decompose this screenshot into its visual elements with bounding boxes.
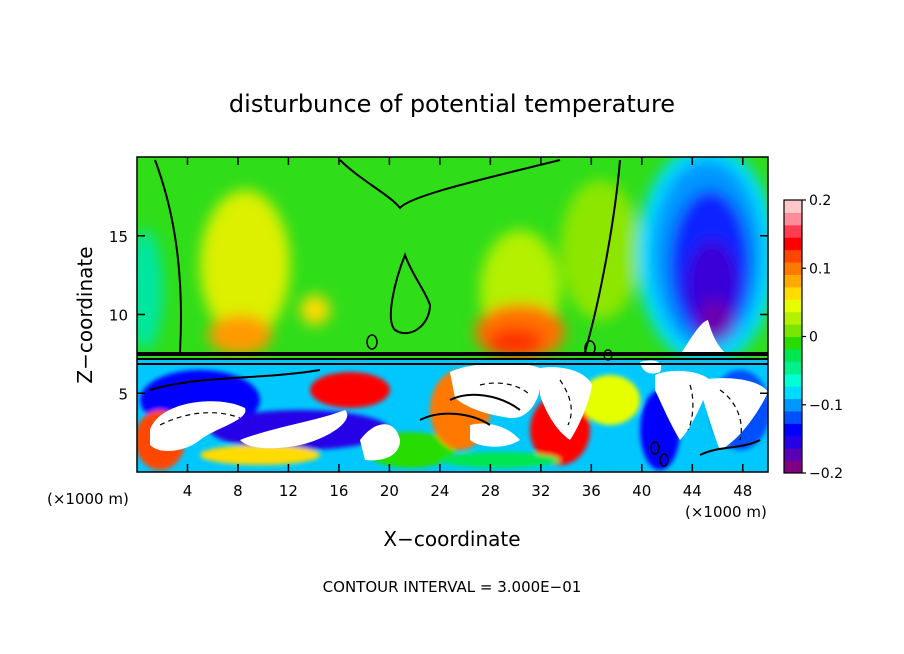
colorbar-swatch xyxy=(784,448,802,462)
colorbar-swatch xyxy=(784,262,802,275)
x-axis-unit-left: (×1000 m) xyxy=(47,490,129,508)
colorbar-tick-label: 0.2 xyxy=(809,193,831,209)
colorbar-swatch xyxy=(784,398,802,412)
colorbar-swatch xyxy=(784,224,802,238)
x-tick-label: 24 xyxy=(430,482,449,500)
x-tick-label: 16 xyxy=(329,482,348,500)
colorbar-swatch xyxy=(784,373,802,387)
x-tick-label: 32 xyxy=(531,482,550,500)
colorbar-swatch xyxy=(784,200,802,213)
colorbar-swatch xyxy=(784,435,802,449)
colorbar-swatch xyxy=(784,286,802,300)
colorbar-swatch xyxy=(784,460,802,474)
x-tick-label: 44 xyxy=(683,482,702,500)
x-tick-label: 20 xyxy=(380,482,399,500)
heatmap-field xyxy=(137,157,768,472)
chart-title: disturbunce of potential temperature xyxy=(229,90,675,118)
colorbar-swatch xyxy=(784,324,802,337)
x-tick-label: 40 xyxy=(632,482,651,500)
y-tick-label: 15 xyxy=(109,228,128,246)
x-tick-label: 12 xyxy=(279,482,298,500)
x-tick-label: 28 xyxy=(481,482,500,500)
colorbar-tick-label: −0.2 xyxy=(809,466,843,482)
colorbar-swatch xyxy=(784,336,802,350)
x-tick-label: 48 xyxy=(733,482,752,500)
colorbar-tick-label: −0.1 xyxy=(809,398,843,414)
y-tick-label: 5 xyxy=(118,385,128,403)
y-axis-ticks: 5 10 15 xyxy=(109,228,768,403)
contour-interval-note: CONTOUR INTERVAL = 3.000E−01 xyxy=(323,578,582,596)
colorbar-tick-label: 0.1 xyxy=(809,261,831,277)
y-tick-label: 10 xyxy=(109,307,128,325)
x-axis-ticks: 4 8 12 16 20 24 28 32 36 40 44 48 xyxy=(183,157,752,500)
colorbar-swatch xyxy=(784,212,802,226)
colorbar-swatch xyxy=(784,299,802,313)
x-axis-label: X−coordinate xyxy=(383,527,520,551)
colorbar: 0.2 0.1 0 −0.1 −0.2 xyxy=(783,193,843,482)
x-axis-unit-right: (×1000 m) xyxy=(685,503,767,521)
x-tick-label: 4 xyxy=(183,482,193,500)
colorbar-swatch xyxy=(784,348,802,362)
colorbar-swatch xyxy=(784,410,802,424)
colorbar-swatch xyxy=(784,274,802,288)
x-tick-label: 36 xyxy=(582,482,601,500)
colorbar-swatch xyxy=(784,386,802,400)
colorbar-swatch xyxy=(784,423,802,437)
x-tick-label: 8 xyxy=(233,482,243,500)
colorbar-tick-label: 0 xyxy=(809,330,818,346)
y-axis-label: Z−coordinate xyxy=(73,246,97,383)
colorbar-swatch xyxy=(784,361,802,375)
colorbar-swatch xyxy=(784,237,802,251)
colorbar-swatch xyxy=(784,249,802,263)
colorbar-swatch xyxy=(784,311,802,325)
